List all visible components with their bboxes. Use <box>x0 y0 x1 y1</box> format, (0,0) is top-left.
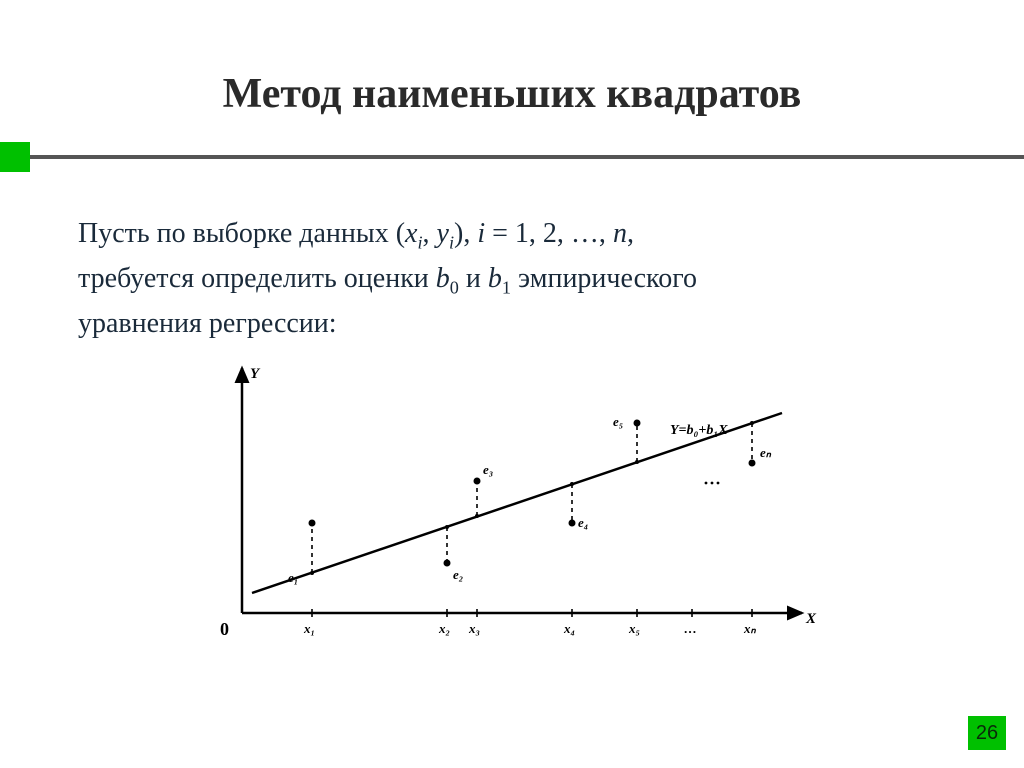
x-tick-label: xₙ <box>744 621 756 637</box>
var-b1: b <box>488 263 502 294</box>
text-frag: = 1, 2, …, <box>485 218 613 249</box>
var-i: i <box>477 218 485 249</box>
text-frag: , <box>627 218 634 249</box>
x-axis-label: X <box>806 611 816 628</box>
y-axis-label: Y <box>250 366 259 383</box>
title-area: Метод наименьших квадратов <box>0 0 1024 118</box>
residual-label: e₃ <box>483 462 493 478</box>
x-tick-label: … <box>684 621 697 637</box>
x-tick-label: x₅ <box>629 621 640 637</box>
residual-label: eₙ <box>760 445 771 461</box>
diagram-svg <box>192 363 832 663</box>
var-b1-sub: 1 <box>502 277 511 297</box>
regression-line-label: Y=b₀+b₁X <box>670 423 728 439</box>
residual-label: e₄ <box>578 515 588 531</box>
x-tick-label: x₄ <box>564 621 575 637</box>
var-n: n <box>613 218 627 249</box>
text-frag: и <box>459 263 488 294</box>
text-frag: , <box>423 218 437 249</box>
origin-label: 0 <box>220 619 229 640</box>
text-frag: требуется определить оценки <box>78 263 436 294</box>
var-b0-sub: 0 <box>450 277 459 297</box>
residual-label: e₁ <box>288 570 298 586</box>
body-text: Пусть по выборке данных (xi, yi), i = 1,… <box>0 172 1024 345</box>
var-yi: y <box>437 218 449 249</box>
text-frag: уравнения регрессии: <box>78 308 337 339</box>
x-tick-label: x₃ <box>469 621 480 637</box>
rule-accent-square <box>0 142 30 172</box>
residual-label: e₅ <box>613 414 623 430</box>
horizontal-rule <box>0 142 1024 172</box>
page-number-badge: 26 <box>968 716 1006 750</box>
slide-title: Метод наименьших квадратов <box>0 70 1024 118</box>
text-frag: ), <box>454 218 477 249</box>
x-tick-label: x₂ <box>439 621 450 637</box>
diagram-container: Y X 0 Y=b₀+b₁X x₁ x₂ x₃ x₄ x₅ … xₙ e₁ e₂ e₃ e₄ e₅ eₙ <box>0 345 1024 663</box>
rule-line <box>30 155 1024 159</box>
residual-label: e₂ <box>453 567 463 583</box>
var-b0: b <box>436 263 450 294</box>
text-frag: Пусть по выборке данных ( <box>78 218 405 249</box>
page-number: 26 <box>976 722 998 745</box>
text-frag: эмпирического <box>511 263 697 294</box>
x-tick-label: x₁ <box>304 621 315 637</box>
slide: Метод наименьших квадратов Пусть по выбо… <box>0 0 1024 768</box>
var-xi: x <box>405 218 417 249</box>
regression-diagram: Y X 0 Y=b₀+b₁X x₁ x₂ x₃ x₄ x₅ … xₙ e₁ e₂ e₃ e₄ e₅ eₙ <box>192 363 832 663</box>
